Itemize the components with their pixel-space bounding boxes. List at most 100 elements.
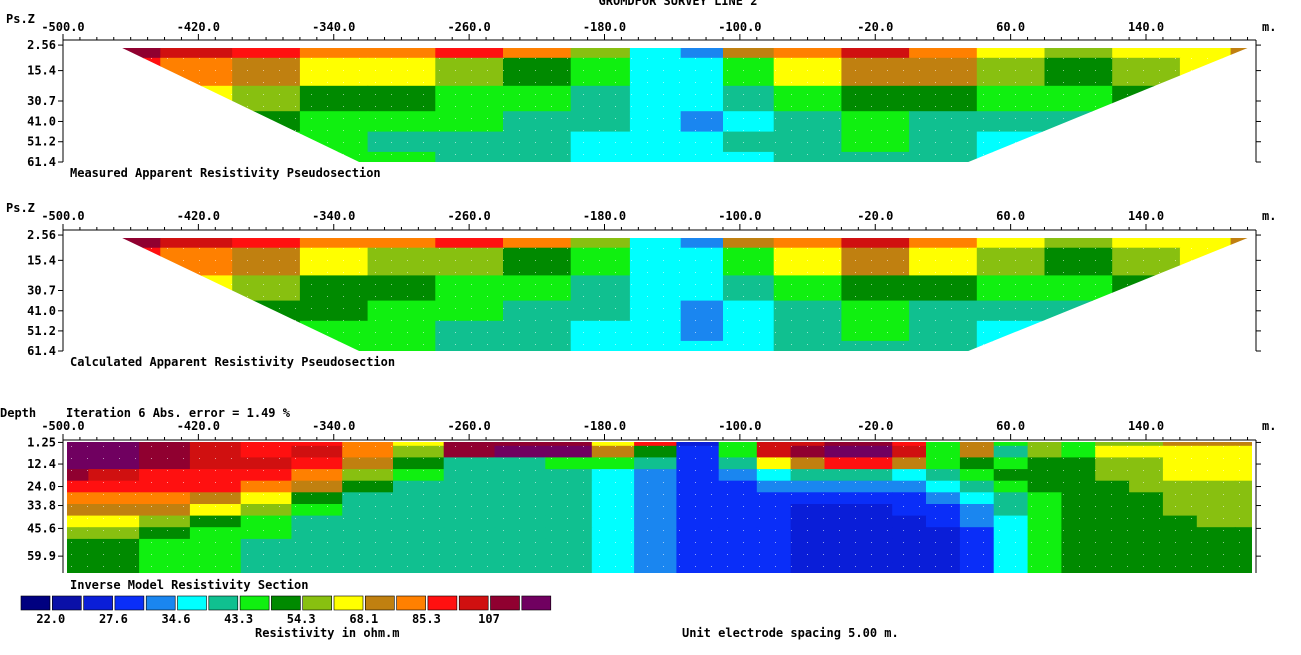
data-point-dot [519,236,520,237]
data-point-dot [71,530,72,531]
data-point-dot [295,296,296,297]
data-point-dot [967,272,968,273]
heatmap-cell [1234,562,1252,573]
heatmap-cell [299,300,369,322]
heatmap-cell [756,442,792,447]
heatmap-cell [1112,238,1181,249]
data-point-dot [215,248,216,249]
data-point-dot [1047,470,1048,471]
data-point-dot [919,446,920,447]
data-point-dot [871,284,872,285]
heatmap-cell [634,445,677,458]
data-point-dot [439,344,440,345]
data-point-dot [1223,566,1224,567]
data-point-dot [231,296,232,297]
heatmap-cell [976,340,1046,351]
heatmap-cell [160,85,233,112]
color-scale-legend: 22.0 27.6 34.6 43.3 54.3 68.1 85.3 107 [20,595,552,626]
data-point-dot [887,260,888,261]
data-point-dot [455,494,456,495]
data-point-dot [855,106,856,107]
data-point-dot [103,236,104,237]
data-point-dot [711,106,712,107]
data-point-dot [423,130,424,131]
heatmap-cell [367,151,436,162]
data-point-dot [1047,82,1048,83]
data-point-dot [279,236,280,237]
data-point-dot [1047,260,1048,261]
data-point-dot [183,70,184,71]
data-point-dot [135,332,136,333]
data-point-dot [87,470,88,471]
heatmap-cell [443,504,496,517]
heatmap-cell [291,492,343,505]
data-point-dot [423,58,424,59]
data-point-dot [519,58,520,59]
data-point-dot [551,130,552,131]
data-point-dot [391,94,392,95]
data-point-dot [967,494,968,495]
data-point-dot [935,566,936,567]
heatmap-cell [232,57,301,87]
heatmap-cell [1044,48,1113,59]
data-point-dot [983,530,984,531]
data-point-dot [999,58,1000,59]
data-point-dot [695,130,696,131]
data-point-dot [583,118,584,119]
heatmap-cell [240,442,293,447]
data-point-dot [183,470,184,471]
data-point-dot [391,470,392,471]
data-point-dot [1015,308,1016,309]
data-point-dot [423,446,424,447]
data-point-dot [423,284,424,285]
data-point-dot [583,566,584,567]
data-point-dot [919,530,920,531]
data-point-dot [1111,470,1112,471]
data-point-dot [775,82,776,83]
data-point-dot [615,142,616,143]
data-point-dot [743,308,744,309]
data-point-dot [519,46,520,47]
data-point-dot [215,518,216,519]
data-point-dot [71,46,72,47]
heatmap-cell [676,469,720,482]
data-point-dot [455,518,456,519]
data-point-dot [679,82,680,83]
data-point-dot [455,542,456,543]
data-point-dot [695,446,696,447]
data-point-dot [1159,566,1160,567]
data-point-dot [183,518,184,519]
data-point-dot [247,118,248,119]
data-point-dot [1015,118,1016,119]
data-point-dot [295,284,296,285]
data-point-dot [919,566,920,567]
data-point-dot [359,566,360,567]
heatmap-cell [841,238,910,249]
data-point-dot [1239,154,1240,155]
data-point-dot [1223,506,1224,507]
data-point-dot [839,118,840,119]
data-point-dot [1127,46,1128,47]
data-point-dot [407,118,408,119]
data-point-dot [1047,118,1048,119]
heatmap-cell [680,300,724,322]
data-point-dot [775,494,776,495]
heatmap-cell [545,457,593,470]
heatmap-cell [756,492,792,505]
data-point-dot [663,284,664,285]
data-point-dot [295,506,296,507]
heatmap-cell [723,151,775,162]
heatmap-cell [790,469,825,482]
data-point-dot [567,94,568,95]
data-point-dot [359,308,360,309]
heatmap-cell [1129,527,1164,540]
data-point-dot [1063,248,1064,249]
heatmap-cell [232,131,301,153]
data-point-dot [375,446,376,447]
data-point-dot [983,82,984,83]
heatmap-cell [139,480,191,493]
data-point-dot [663,260,664,261]
heatmap-cell [160,48,233,59]
data-point-dot [327,482,328,483]
data-point-dot [1223,260,1224,261]
